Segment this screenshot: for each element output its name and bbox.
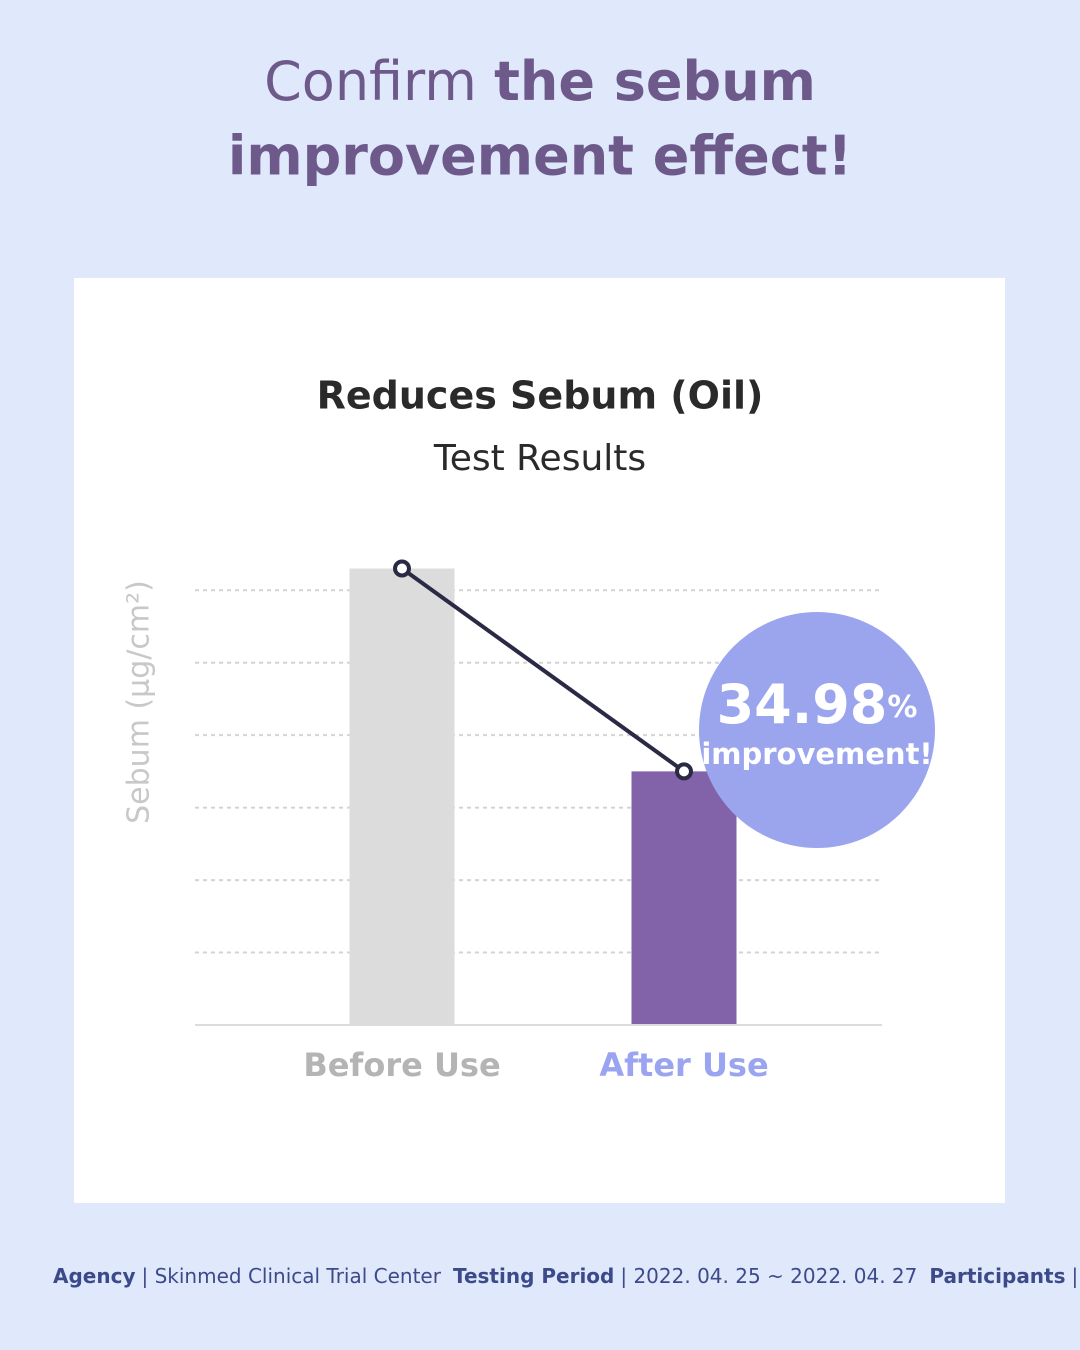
badge-unit: %: [887, 690, 917, 725]
headline-bold: the sebum: [494, 50, 816, 113]
footer-label: Testing Period: [453, 1264, 614, 1288]
bar: [349, 568, 455, 1025]
footer-value: | 21: [1072, 1264, 1080, 1288]
badge-value: 34.98%: [717, 673, 918, 736]
headline-bold: improvement effect!: [228, 125, 852, 188]
footer-label: Participants: [929, 1264, 1065, 1288]
badge-text: improvement!: [701, 737, 932, 771]
x-tick-label: After Use: [599, 1046, 768, 1084]
footer-value: | Skinmed Clinical Trial Center: [142, 1264, 442, 1288]
y-axis-label: Sebum (µg/cm²): [122, 580, 157, 824]
footer-label: Agency: [53, 1264, 136, 1288]
x-tick-label: Before Use: [303, 1046, 500, 1084]
footer-value: | 2022. 04. 25 ~ 2022. 04. 27: [620, 1264, 917, 1288]
headline-light: Confirm: [264, 50, 477, 113]
badge: [699, 612, 935, 848]
point: [393, 559, 411, 578]
badge-number: 34.98: [717, 673, 888, 736]
trend-line: [400, 566, 686, 774]
headline: Confirm the sebum: [264, 50, 816, 113]
point: [675, 762, 693, 781]
bar: [631, 771, 737, 1025]
chart-subtitle: Test Results: [433, 438, 646, 479]
chart-title: Reduces Sebum (Oil): [317, 374, 764, 418]
footer: Agency | Skinmed Clinical Trial Center Tes…: [53, 1264, 1080, 1288]
